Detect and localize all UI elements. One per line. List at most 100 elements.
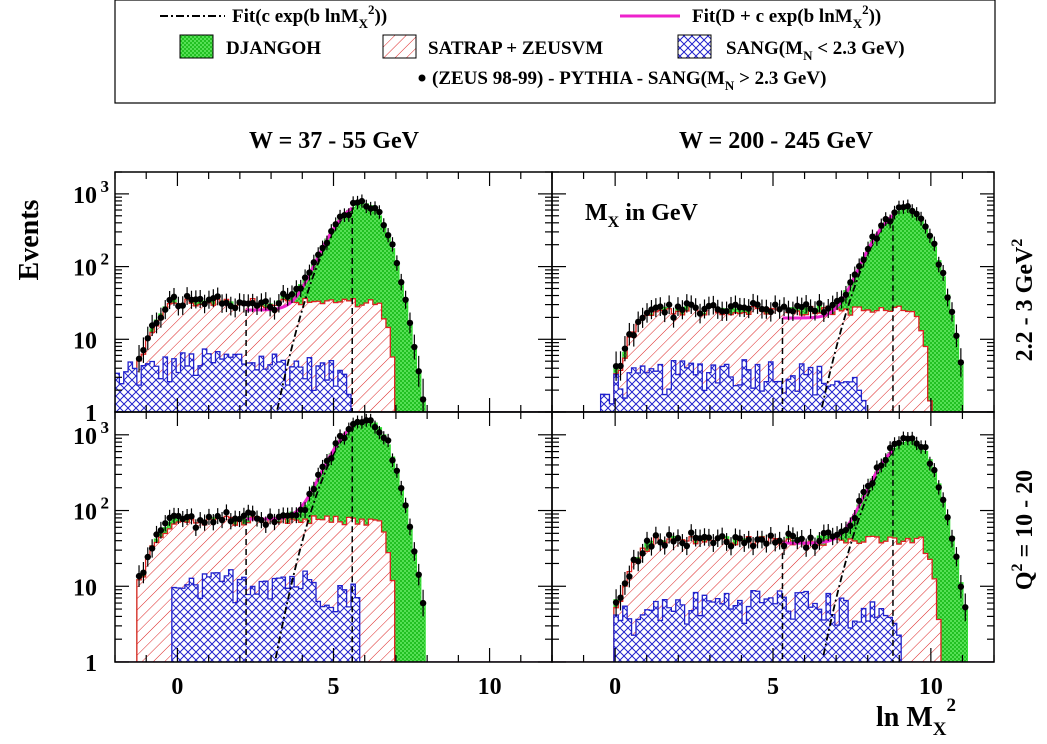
data-point (315, 471, 322, 478)
data-point (873, 235, 881, 242)
y-tick-label: 10 (73, 500, 97, 526)
data-point (913, 440, 920, 447)
data-point (415, 571, 422, 578)
data-point (218, 516, 226, 524)
y-tick-label: 1 (85, 651, 97, 677)
data-point (271, 306, 278, 314)
legend-satrap-swatch (382, 34, 417, 59)
data-point (767, 308, 774, 316)
data-point (258, 516, 265, 524)
data-point (639, 314, 646, 322)
y-tick-label: 10 (73, 183, 97, 209)
data-point (953, 553, 960, 560)
data-point (741, 539, 748, 547)
data-point (811, 307, 819, 315)
data-point (639, 550, 646, 557)
data-point (201, 519, 208, 526)
data-point (297, 285, 304, 292)
data-point (621, 345, 629, 352)
legend-djangoh-label: DJANGOH (226, 38, 321, 59)
data-point (389, 457, 396, 464)
data-point (201, 300, 208, 308)
data-point (860, 488, 867, 496)
data-point (306, 490, 313, 498)
data-point (745, 305, 752, 312)
x-tick-label: 0 (609, 674, 621, 700)
data-point (376, 208, 383, 216)
data-point (957, 583, 965, 590)
data-point (301, 506, 309, 514)
data-point (617, 594, 624, 601)
data-point (328, 455, 335, 462)
data-point (833, 531, 841, 538)
x-tick-label: 0 (171, 674, 183, 700)
data-point (776, 537, 783, 544)
data-point (384, 437, 392, 444)
panel-2 (551, 171, 995, 413)
data-point (935, 484, 942, 491)
data-point (948, 535, 956, 542)
data-point (710, 539, 717, 547)
data-point (332, 221, 339, 228)
data-point (657, 539, 664, 546)
data-point (864, 245, 872, 253)
data-point (310, 259, 318, 266)
data-point (197, 295, 204, 303)
data-point (389, 241, 396, 248)
data-point (275, 300, 283, 307)
data-point (696, 310, 704, 317)
data-point (415, 368, 422, 375)
data-point (838, 296, 845, 303)
data-point (144, 553, 151, 561)
data-point (661, 309, 668, 316)
mx-annotation: MX in GeV (585, 200, 699, 231)
data-point (922, 223, 929, 230)
y-tick-label: 10 (73, 424, 97, 450)
data-point (205, 513, 213, 521)
data-point (319, 463, 326, 471)
data-point (249, 510, 256, 517)
data-point (807, 534, 814, 541)
sang-histogram (115, 569, 552, 662)
data-point (780, 303, 788, 310)
data-point (419, 396, 427, 403)
data-point (842, 291, 850, 298)
data-point (825, 305, 832, 312)
data-point (745, 536, 752, 543)
data-point (944, 294, 951, 301)
data-point (939, 269, 947, 277)
data-point (323, 239, 331, 247)
y-tick-exponent: 2 (101, 494, 110, 513)
data-point (948, 308, 956, 316)
data-point (157, 314, 165, 321)
data-point (882, 456, 889, 464)
data-point (847, 522, 854, 529)
data-point (236, 515, 243, 523)
data-point (634, 558, 642, 565)
data-point (944, 514, 951, 521)
y-tick-label: 10 (73, 575, 97, 601)
data-point (153, 531, 160, 538)
y-axis-label: Events (14, 199, 45, 280)
data-point (192, 524, 200, 531)
data-point (652, 532, 660, 539)
data-point (816, 300, 823, 307)
data-point (406, 523, 414, 531)
data-point (851, 271, 858, 278)
data-point (214, 293, 221, 300)
data-point (665, 531, 673, 539)
data-point (931, 240, 938, 247)
data-point (886, 444, 894, 452)
data-point (319, 244, 326, 252)
data-point (223, 299, 230, 307)
column-title-right: W = 200 - 245 GeV (679, 128, 874, 154)
data-point (179, 302, 186, 309)
column-title-left: W = 37 - 55 GeV (249, 128, 420, 154)
data-point (398, 484, 405, 492)
data-point (749, 542, 757, 550)
data-point (842, 526, 850, 534)
data-point (341, 434, 348, 442)
legend-satrap-label: SATRAP + ZEUSVM (428, 38, 603, 59)
